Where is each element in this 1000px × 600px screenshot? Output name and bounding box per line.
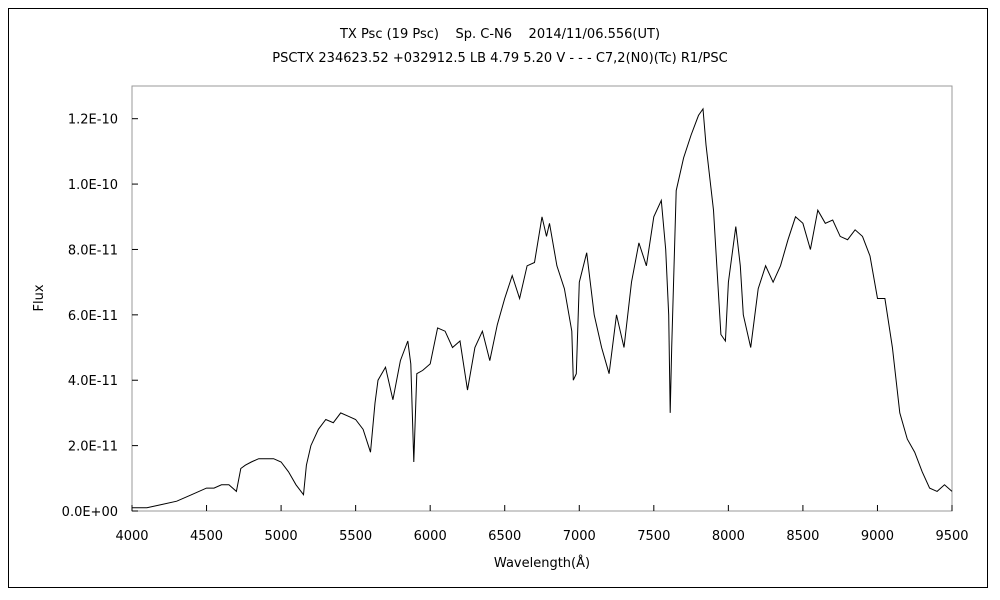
y-tick-label: 1.2E-10 [68,113,118,128]
x-tick-label: 4000 [115,529,148,544]
y-tick-label: 8.0E-11 [68,243,118,258]
x-tick-label: 5000 [265,529,298,544]
y-tick-label: 4.0E-11 [68,374,118,389]
x-axis: 4000 4500 5000 5500 6000 6500 7000 7500 8000 8500… [115,505,969,544]
y-axis-title: Flux [32,284,47,311]
x-tick-label: 6500 [488,529,521,544]
x-tick-label: 9000 [861,529,894,544]
x-tick-label: 9500 [935,529,968,544]
y-tick-label: 2.0E-11 [68,440,118,455]
chart-subtitle: PSCTX 234623.52 +032912.5 LB 4.79 5.20 V… [272,51,728,66]
chart-title: TX Psc (19 Psc) Sp. C-N6 2014/11/06.556(… [339,27,661,42]
y-tick-label: 6.0E-11 [68,309,118,324]
chart-frame [8,8,988,588]
x-tick-label: 6000 [414,529,447,544]
y-tick-label: 1.0E-10 [68,178,118,193]
x-tick-label: 5500 [339,529,372,544]
x-tick-label: 8500 [786,529,819,544]
x-tick-label: 4500 [190,529,223,544]
y-tick-label: 0.0E+00 [62,505,118,520]
x-axis-title: Wavelength(Å) [494,555,590,571]
plot-area [131,85,953,512]
y-axis: 0.0E+00 2.0E-11 4.0E-11 6.0E-11 8.0E-11 1.0E-… [62,113,138,520]
x-tick-label: 8000 [712,529,745,544]
x-tick-label: 7500 [637,529,670,544]
x-tick-label: 7000 [563,529,596,544]
spectrum-line [132,107,953,509]
